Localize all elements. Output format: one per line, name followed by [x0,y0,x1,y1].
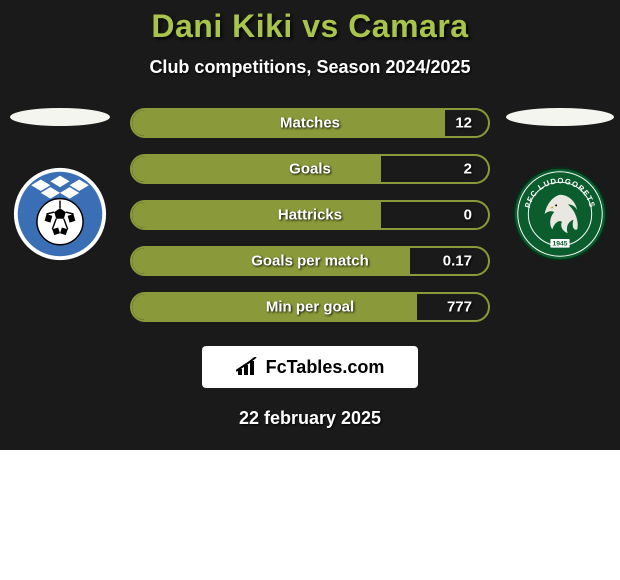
stat-bar-matches: Matches 12 [130,108,490,138]
stat-bar-goals: Goals 2 [130,154,490,184]
chart-icon [236,357,260,377]
right-club-badge: PFC LUDOGORETS 1945 [512,166,608,262]
stat-value: 777 [447,299,472,316]
left-club-badge [12,166,108,262]
infographic-container: Dani Kiki vs Camara Club competitions, S… [0,0,620,429]
stat-label: Goals per match [251,253,369,270]
stat-value: 12 [455,115,472,132]
badge-year: 1945 [553,241,568,248]
content-row: Matches 12 Goals 2 Hattricks 0 Goals per… [0,108,620,322]
right-club-badge-svg: PFC LUDOGORETS 1945 [512,166,608,262]
stat-label: Hattricks [278,207,342,224]
stat-bar-min-per-goal: Min per goal 777 [130,292,490,322]
stats-bars: Matches 12 Goals 2 Hattricks 0 Goals per… [110,108,510,322]
stat-bar-hattricks: Hattricks 0 [130,200,490,230]
stat-fill [132,156,381,182]
footer-date: 22 february 2025 [0,408,620,429]
page-subtitle: Club competitions, Season 2024/2025 [0,57,620,78]
left-club-badge-svg [12,166,108,262]
stat-label: Matches [280,115,340,132]
right-club-column: PFC LUDOGORETS 1945 [510,108,610,262]
stat-value: 0 [464,207,472,224]
stat-bar-goals-per-match: Goals per match 0.17 [130,246,490,276]
page-title: Dani Kiki vs Camara [0,8,620,45]
site-badge: FcTables.com [202,346,418,388]
stat-label: Min per goal [266,299,354,316]
blank-area [0,450,620,580]
stat-value: 0.17 [443,253,472,270]
player-shadow-right [506,108,614,126]
left-club-column [10,108,110,262]
player-shadow-left [10,108,110,126]
site-label: FcTables.com [266,357,385,378]
stat-fill [132,202,381,228]
stat-label: Goals [289,161,331,178]
stat-value: 2 [464,161,472,178]
